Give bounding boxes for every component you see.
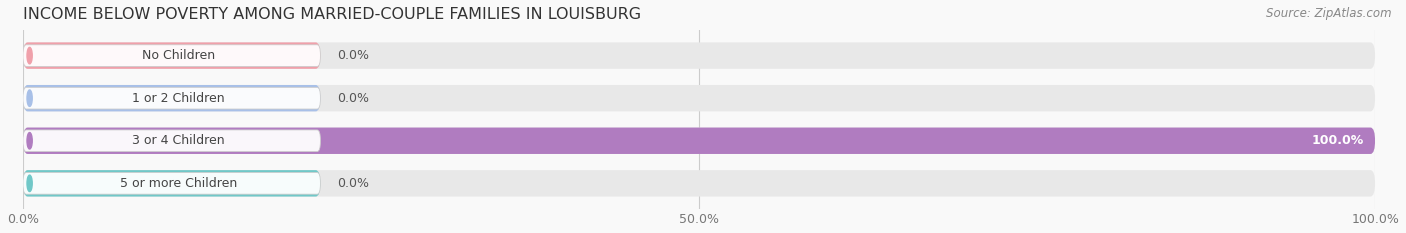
- Text: 0.0%: 0.0%: [336, 177, 368, 190]
- FancyBboxPatch shape: [22, 42, 321, 69]
- Circle shape: [27, 90, 32, 106]
- Text: 5 or more Children: 5 or more Children: [120, 177, 238, 190]
- Circle shape: [27, 133, 32, 149]
- FancyBboxPatch shape: [22, 85, 321, 111]
- Text: INCOME BELOW POVERTY AMONG MARRIED-COUPLE FAMILIES IN LOUISBURG: INCOME BELOW POVERTY AMONG MARRIED-COUPL…: [22, 7, 641, 22]
- Text: 1 or 2 Children: 1 or 2 Children: [132, 92, 225, 105]
- FancyBboxPatch shape: [22, 170, 1375, 197]
- FancyBboxPatch shape: [22, 42, 1375, 69]
- FancyBboxPatch shape: [22, 172, 321, 194]
- Text: 0.0%: 0.0%: [336, 49, 368, 62]
- Text: Source: ZipAtlas.com: Source: ZipAtlas.com: [1267, 7, 1392, 20]
- FancyBboxPatch shape: [22, 45, 321, 66]
- FancyBboxPatch shape: [22, 85, 1375, 111]
- Circle shape: [27, 47, 32, 64]
- Text: 3 or 4 Children: 3 or 4 Children: [132, 134, 225, 147]
- Text: 100.0%: 100.0%: [1312, 134, 1364, 147]
- FancyBboxPatch shape: [22, 130, 321, 152]
- Text: 0.0%: 0.0%: [336, 92, 368, 105]
- Circle shape: [27, 175, 32, 192]
- FancyBboxPatch shape: [22, 127, 1375, 154]
- Text: No Children: No Children: [142, 49, 215, 62]
- FancyBboxPatch shape: [22, 127, 1375, 154]
- FancyBboxPatch shape: [22, 170, 321, 197]
- FancyBboxPatch shape: [22, 87, 321, 109]
